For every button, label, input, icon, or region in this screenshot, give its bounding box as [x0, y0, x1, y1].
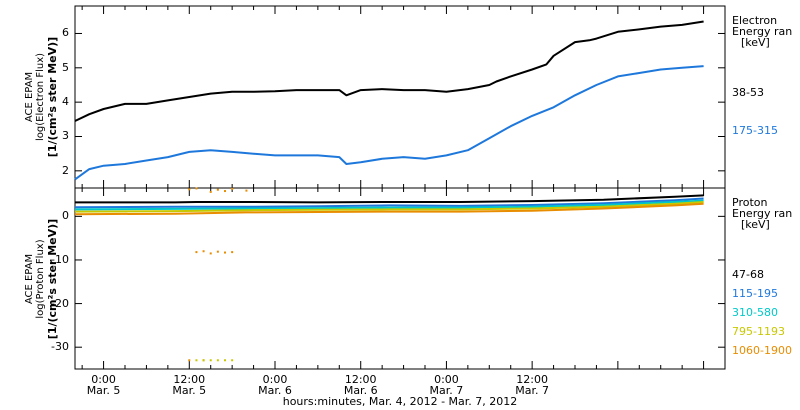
legend-entry-proton: 795-1193	[732, 325, 785, 338]
series-point-proton	[188, 188, 191, 191]
series-line-proton-1060-1900	[74, 202, 704, 216]
series-point-proton	[209, 252, 212, 255]
legend-entry-proton: 47-68	[732, 268, 764, 281]
ytick-label-proton: -30	[51, 340, 69, 354]
series-point-proton	[224, 251, 226, 254]
ytick-label-electron: 2	[62, 163, 69, 177]
xtick-time-label: 0:00	[434, 373, 459, 386]
legend-entry-electron: 38-53	[732, 86, 764, 99]
series-point-proton	[202, 359, 205, 362]
series-line-electron-38-53	[74, 20, 704, 122]
xtick-date-label: Mar. 7	[515, 384, 550, 397]
xtick-time-label: 0:00	[91, 373, 116, 386]
series-point-proton	[202, 250, 205, 253]
series-point-proton	[216, 250, 219, 253]
series-point-proton	[231, 187, 234, 190]
legend-title-proton: Proton	[732, 196, 768, 209]
ytick-label-electron: 5	[62, 60, 69, 74]
series-line-proton-115-195	[74, 197, 704, 209]
legend-entry-proton: 115-195	[732, 287, 778, 300]
ylabel-proton-line: log(Proton Flux)	[35, 238, 46, 319]
series-point-proton	[209, 359, 212, 362]
xaxis-label: hours:minutes, Mar. 4, 2012 - Mar. 7, 20…	[282, 395, 518, 408]
series-point-proton	[216, 359, 219, 362]
panel-frame-proton	[74, 187, 726, 370]
series-point-proton	[188, 359, 191, 362]
xtick-time-label: 12:00	[344, 373, 377, 386]
series-point-proton	[209, 190, 212, 193]
legend-entry-electron: 175-315	[732, 124, 778, 137]
ytick-label-proton: -20	[51, 296, 69, 310]
series-point-proton	[231, 359, 234, 362]
ytick-label-electron: 3	[62, 129, 69, 143]
series-point-proton	[224, 359, 226, 362]
xtick-date-label: Mar. 5	[172, 384, 207, 397]
series-point-proton	[224, 190, 226, 193]
legend-title-proton: Energy ran	[732, 207, 793, 220]
legend-title-electron: Electron	[732, 14, 778, 27]
series-point-proton	[216, 188, 219, 191]
xtick-time-label: 12:00	[173, 373, 206, 386]
xtick-time-label: 0:00	[262, 373, 288, 386]
series-line-proton-47-68	[75, 194, 704, 204]
legend-entry-proton: 1060-1900	[732, 344, 792, 357]
series-line-proton-310-580	[74, 199, 704, 211]
legend-title-electron: Energy ran	[732, 25, 793, 38]
series-point-proton	[245, 189, 248, 192]
series-point-proton	[231, 251, 234, 254]
ytick-label-proton: -10	[51, 252, 69, 266]
xtick-date-label: Mar. 6	[258, 384, 292, 397]
series-point-proton	[195, 251, 198, 254]
legend-units-electron: [keV]	[741, 36, 770, 49]
ylabel-proton-line: [1/(cm²s ster MeV)]	[46, 218, 59, 339]
series-line-proton-795-1193	[74, 201, 704, 213]
xtick-time-label: 12:00	[516, 373, 548, 386]
ytick-label-electron: 4	[62, 95, 69, 109]
legend-units-proton: [keV]	[741, 218, 770, 231]
ylabel-proton-line: ACE EPAM	[24, 253, 35, 304]
ylabel-electron-line: [1/(cm²s ster MeV)]	[46, 36, 59, 158]
series-point-proton	[195, 359, 198, 362]
series-point-proton	[195, 187, 198, 190]
panel-frame-electron	[74, 5, 726, 189]
ytick-label-electron: 6	[62, 26, 69, 40]
ylabel-electron-line: ACE EPAM	[24, 71, 35, 123]
ylabel-electron-line: log(Electron Flux)	[35, 52, 46, 142]
series-line-electron-175-315	[74, 65, 704, 181]
xtick-date-label: Mar. 5	[86, 384, 121, 397]
xtick-date-label: Mar. 6	[343, 384, 378, 397]
ytick-label-proton: 0	[62, 209, 69, 223]
xtick-date-label: Mar. 7	[429, 384, 464, 397]
legend-entry-proton: 310-580	[732, 306, 778, 319]
